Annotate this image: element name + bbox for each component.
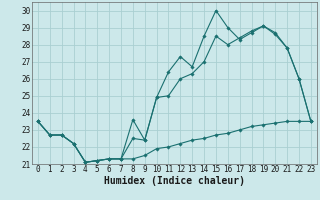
X-axis label: Humidex (Indice chaleur): Humidex (Indice chaleur) [104, 176, 245, 186]
